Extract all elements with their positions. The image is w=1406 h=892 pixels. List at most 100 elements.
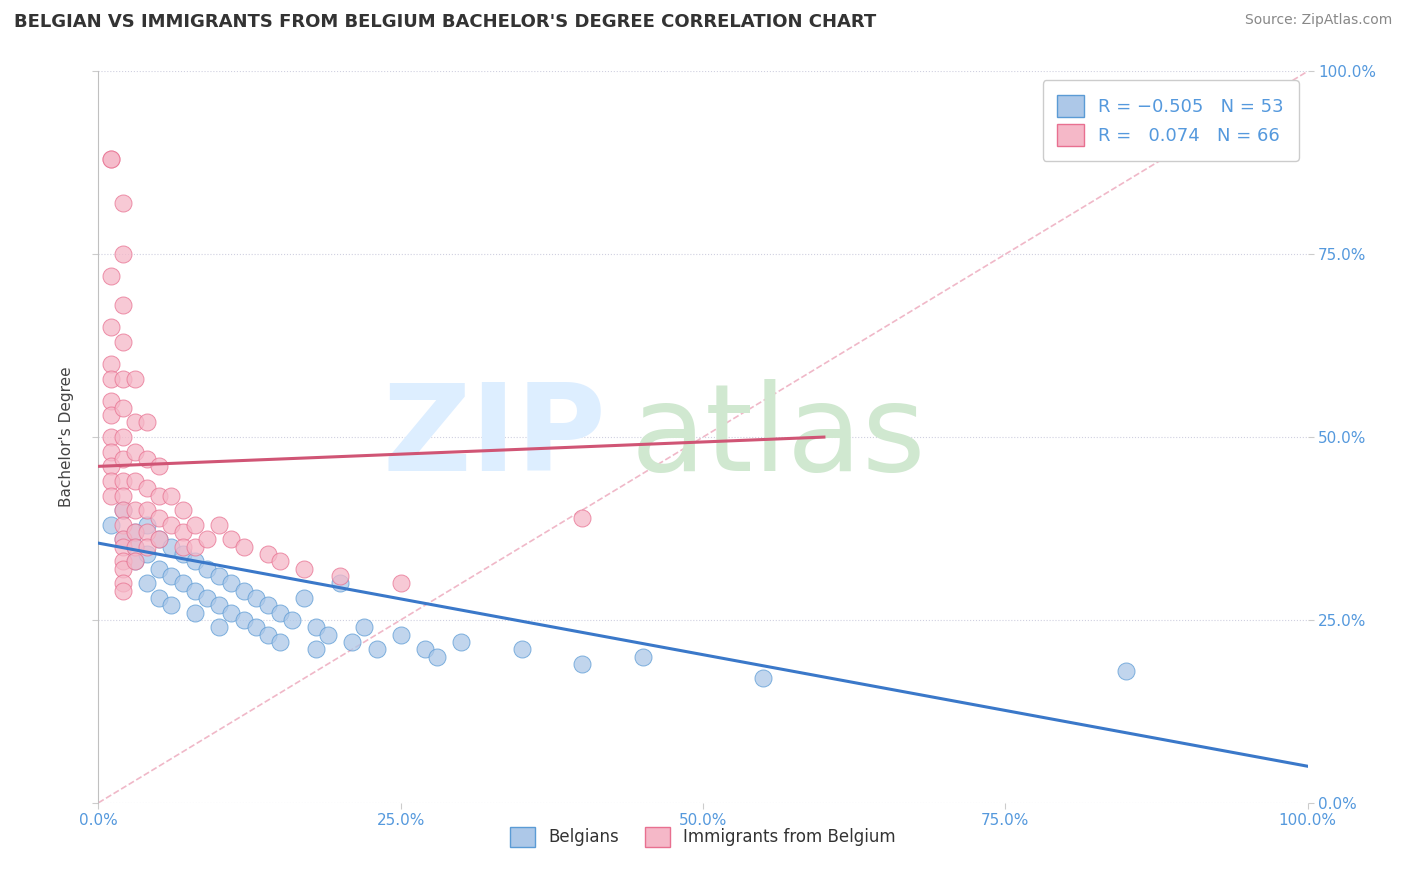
Point [389, 627, 412, 641]
Point [100, 430, 122, 444]
Point [353, 620, 375, 634]
Point [221, 576, 243, 591]
Point [389, 576, 412, 591]
Point [160, 540, 183, 554]
Point [111, 533, 134, 547]
Point [221, 606, 243, 620]
Point [316, 627, 339, 641]
Point [124, 474, 146, 488]
Point [160, 599, 183, 613]
Point [172, 503, 194, 517]
Point [148, 533, 170, 547]
Point [195, 533, 218, 547]
Point [148, 533, 170, 547]
Point [172, 547, 194, 561]
Point [100, 517, 122, 532]
Point [184, 554, 207, 568]
Point [148, 510, 170, 524]
Point [232, 613, 254, 627]
Point [124, 416, 146, 430]
Point [245, 620, 267, 634]
Point [135, 481, 157, 495]
Point [124, 525, 146, 540]
Point [111, 452, 134, 467]
Point [208, 599, 231, 613]
Point [342, 635, 364, 649]
Point [111, 489, 134, 503]
Point [245, 591, 267, 605]
Point [305, 620, 328, 634]
Point [124, 371, 146, 385]
Point [111, 334, 134, 349]
Point [100, 371, 122, 385]
Point [184, 606, 207, 620]
Point [135, 503, 157, 517]
Point [148, 489, 170, 503]
Point [135, 540, 157, 554]
Point [100, 320, 122, 334]
Point [100, 474, 122, 488]
Point [195, 562, 218, 576]
Point [184, 540, 207, 554]
Point [208, 517, 231, 532]
Point [135, 547, 157, 561]
Point [124, 503, 146, 517]
Point [269, 635, 291, 649]
Point [124, 554, 146, 568]
Point [172, 540, 194, 554]
Text: ZIP: ZIP [382, 378, 606, 496]
Point [111, 371, 134, 385]
Y-axis label: Bachelor's Degree: Bachelor's Degree [59, 367, 75, 508]
Point [292, 562, 315, 576]
Point [111, 576, 134, 591]
Point [221, 533, 243, 547]
Point [281, 613, 304, 627]
Point [111, 474, 134, 488]
Point [124, 554, 146, 568]
Point [111, 430, 134, 444]
Point [100, 152, 122, 166]
Point [148, 591, 170, 605]
Point [100, 459, 122, 474]
Point [124, 540, 146, 554]
Point [100, 357, 122, 371]
Point [135, 517, 157, 532]
Text: Source: ZipAtlas.com: Source: ZipAtlas.com [1244, 13, 1392, 28]
Legend: Belgians, Immigrants from Belgium: Belgians, Immigrants from Belgium [498, 814, 908, 860]
Point [111, 196, 134, 211]
Point [426, 649, 449, 664]
Point [111, 540, 134, 554]
Text: BELGIAN VS IMMIGRANTS FROM BELGIUM BACHELOR'S DEGREE CORRELATION CHART: BELGIAN VS IMMIGRANTS FROM BELGIUM BACHE… [14, 13, 876, 31]
Point [172, 576, 194, 591]
Point [208, 620, 231, 634]
Point [100, 152, 122, 166]
Point [195, 591, 218, 605]
Point [148, 562, 170, 576]
Point [256, 599, 278, 613]
Point [160, 569, 183, 583]
Point [184, 517, 207, 532]
Point [100, 408, 122, 422]
Point [172, 525, 194, 540]
Point [366, 642, 388, 657]
Point [329, 569, 352, 583]
Point [135, 416, 157, 430]
Point [100, 393, 122, 408]
Point [1115, 664, 1137, 678]
Point [571, 657, 593, 671]
Point [232, 540, 254, 554]
Point [256, 547, 278, 561]
Point [160, 489, 183, 503]
Point [135, 525, 157, 540]
Point [269, 554, 291, 568]
Point [124, 444, 146, 458]
Point [631, 649, 654, 664]
Point [148, 459, 170, 474]
Point [269, 606, 291, 620]
Point [100, 489, 122, 503]
Point [413, 642, 436, 657]
Point [111, 503, 134, 517]
Point [111, 247, 134, 261]
Point [111, 503, 134, 517]
Point [124, 540, 146, 554]
